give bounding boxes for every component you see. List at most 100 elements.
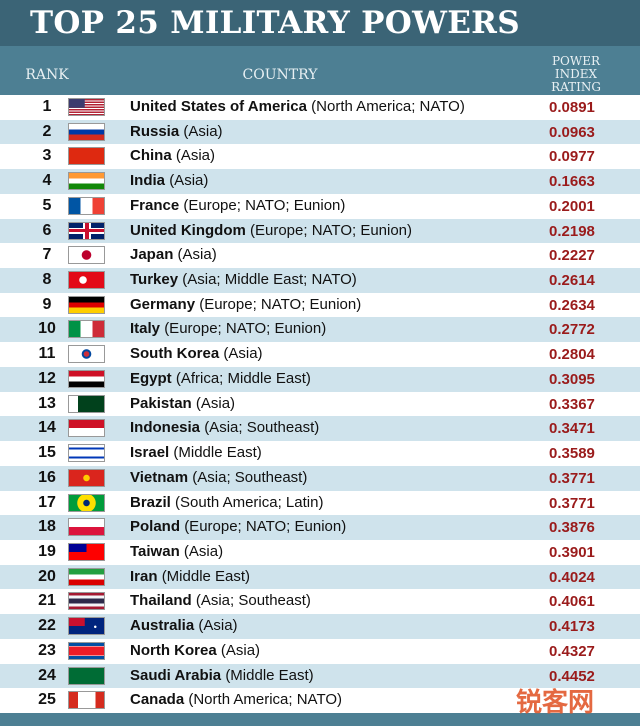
region: (Middle East) [225, 666, 314, 684]
flag [69, 395, 104, 412]
table-row: 2 Russia (Asia) 0.0963 [0, 119, 640, 145]
rating: 0.0963 [549, 123, 595, 141]
region: (North America; NATO) [188, 691, 342, 709]
table-row: 20 Iran (Middle East) 0.4024 [0, 564, 640, 590]
country-name: Australia [130, 617, 195, 635]
country-name: Pakistan [130, 394, 192, 412]
rank: 20 [38, 567, 56, 585]
country-name: Canada [130, 691, 185, 709]
region: (Europe; NATO; Eunion) [184, 518, 347, 536]
rating: 0.4327 [549, 642, 595, 660]
rank: 14 [38, 419, 56, 437]
country-name: India [130, 172, 166, 190]
region: (Europe; NATO; Eunion) [183, 196, 346, 214]
country-name: Japan [130, 246, 174, 264]
country-cell: United Kingdom (Europe; NATO; Eunion) [130, 222, 412, 239]
flag [69, 296, 104, 313]
country-cell: Turkey (Asia; Middle East; NATO) [130, 271, 357, 288]
rank: 25 [38, 691, 56, 709]
rating: 0.3471 [549, 420, 595, 438]
country-name: United States of America [130, 98, 307, 115]
table-row: 10 Italy (Europe; NATO; Eunion) 0.2772 [0, 317, 640, 343]
flag [69, 543, 104, 560]
table-row: 25 Canada (North America; NATO) [0, 688, 640, 713]
country-name: Poland [130, 518, 181, 536]
country-name: United Kingdom [130, 221, 246, 239]
table-row: 15 Israel (Middle East) 0.3589 [0, 441, 640, 466]
region: (Asia) [183, 542, 224, 560]
country-cell: South Korea (Asia) [130, 345, 263, 362]
flag [69, 272, 104, 289]
country-name: Egypt [130, 369, 172, 387]
region: (Asia; Middle East; NATO) [182, 271, 357, 289]
table-row: 24 Saudi Arabia (Middle East) 0.4452 [0, 663, 640, 689]
region: (Asia; Southeast) [192, 468, 308, 486]
country-cell: Egypt (Africa; Middle East) [130, 370, 311, 387]
region: (Asia) [220, 641, 261, 659]
flag [69, 469, 104, 486]
flag [69, 346, 104, 363]
table-row: 11 South Korea (Asia) 0.2804 [0, 342, 640, 367]
title: TOP 25 MILITARY POWERS [30, 5, 520, 41]
table-row: 3 China (Asia) 0.0977 [0, 144, 640, 170]
country-cell: Thailand (Asia; Southeast) [130, 592, 311, 609]
table-row: 19 Taiwan (Asia) 0.3901 [0, 539, 640, 565]
rating: 0.3095 [549, 370, 595, 388]
flag [69, 148, 104, 165]
rating: 0.0891 [549, 99, 595, 116]
flag [69, 445, 104, 462]
title-bar [0, 0, 640, 46]
rating: 0.2227 [549, 247, 595, 265]
table-row: 21 Thailand (Asia; Southeast) 0.4061 [0, 589, 640, 615]
rating: 0.2001 [549, 197, 595, 215]
rank: 1 [42, 98, 52, 115]
flag [69, 99, 104, 115]
region: (South America; Latin) [175, 493, 324, 511]
country-name: North Korea [130, 641, 217, 659]
country-name: Italy [130, 320, 161, 338]
rank: 4 [42, 172, 52, 190]
region: (Asia) [177, 246, 217, 264]
rank: 3 [42, 147, 52, 165]
flag [69, 197, 104, 214]
country-cell: Israel (Middle East) [130, 444, 262, 461]
rank: 18 [38, 518, 56, 536]
region: (Middle East) [173, 444, 262, 462]
flag [69, 247, 104, 264]
region: (Asia) [175, 147, 216, 165]
rank: 23 [38, 641, 56, 659]
country-cell: Brazil (South America; Latin) [130, 494, 323, 511]
table-row: 4 India (Asia) 0.1663 [0, 169, 640, 194]
region: (Asia) [183, 122, 223, 140]
region: (Africa; Middle East) [175, 369, 311, 387]
rating: 0.1663 [549, 173, 595, 191]
rank: 8 [42, 271, 52, 289]
table-row: 8 Turkey (Asia; Middle East; NATO) 0.2614 [0, 268, 640, 293]
region: (North America; NATO) [311, 98, 465, 115]
table-row: 9 Germany (Europe; NATO; Eunion) 0.2634 [0, 292, 640, 318]
flag [69, 222, 104, 239]
rank: 6 [42, 221, 52, 239]
region: (Europe; NATO; Eunion) [250, 221, 413, 239]
rank: 24 [38, 666, 56, 684]
rating: 0.3589 [549, 445, 595, 463]
rank: 17 [38, 493, 56, 511]
country-name: Germany [130, 295, 196, 313]
rank: 15 [38, 444, 56, 462]
rating: 0.3771 [549, 469, 595, 487]
rank: 2 [42, 122, 52, 140]
table-row: 18 Poland (Europe; NATO; Eunion) 0.3876 [0, 515, 640, 540]
region: (Asia) [169, 172, 209, 190]
flag [69, 642, 104, 659]
table-row: 7 Japan (Asia) 0.2227 [0, 243, 640, 269]
flag [69, 519, 104, 536]
rating: 0.2634 [549, 296, 595, 314]
table: 1 United States of America (North America… [0, 95, 640, 713]
table-row: 6 United Kingdom (Europe; NATO; Eunion) 0.… [0, 218, 640, 244]
country-name: Taiwan [130, 542, 180, 560]
table-row: 17 Brazil (South America; Latin) 0.3771 [0, 490, 640, 516]
region: (Middle East) [161, 567, 251, 585]
rating: 0.4173 [549, 618, 595, 636]
country-cell: Vietnam (Asia; Southeast) [130, 469, 307, 486]
